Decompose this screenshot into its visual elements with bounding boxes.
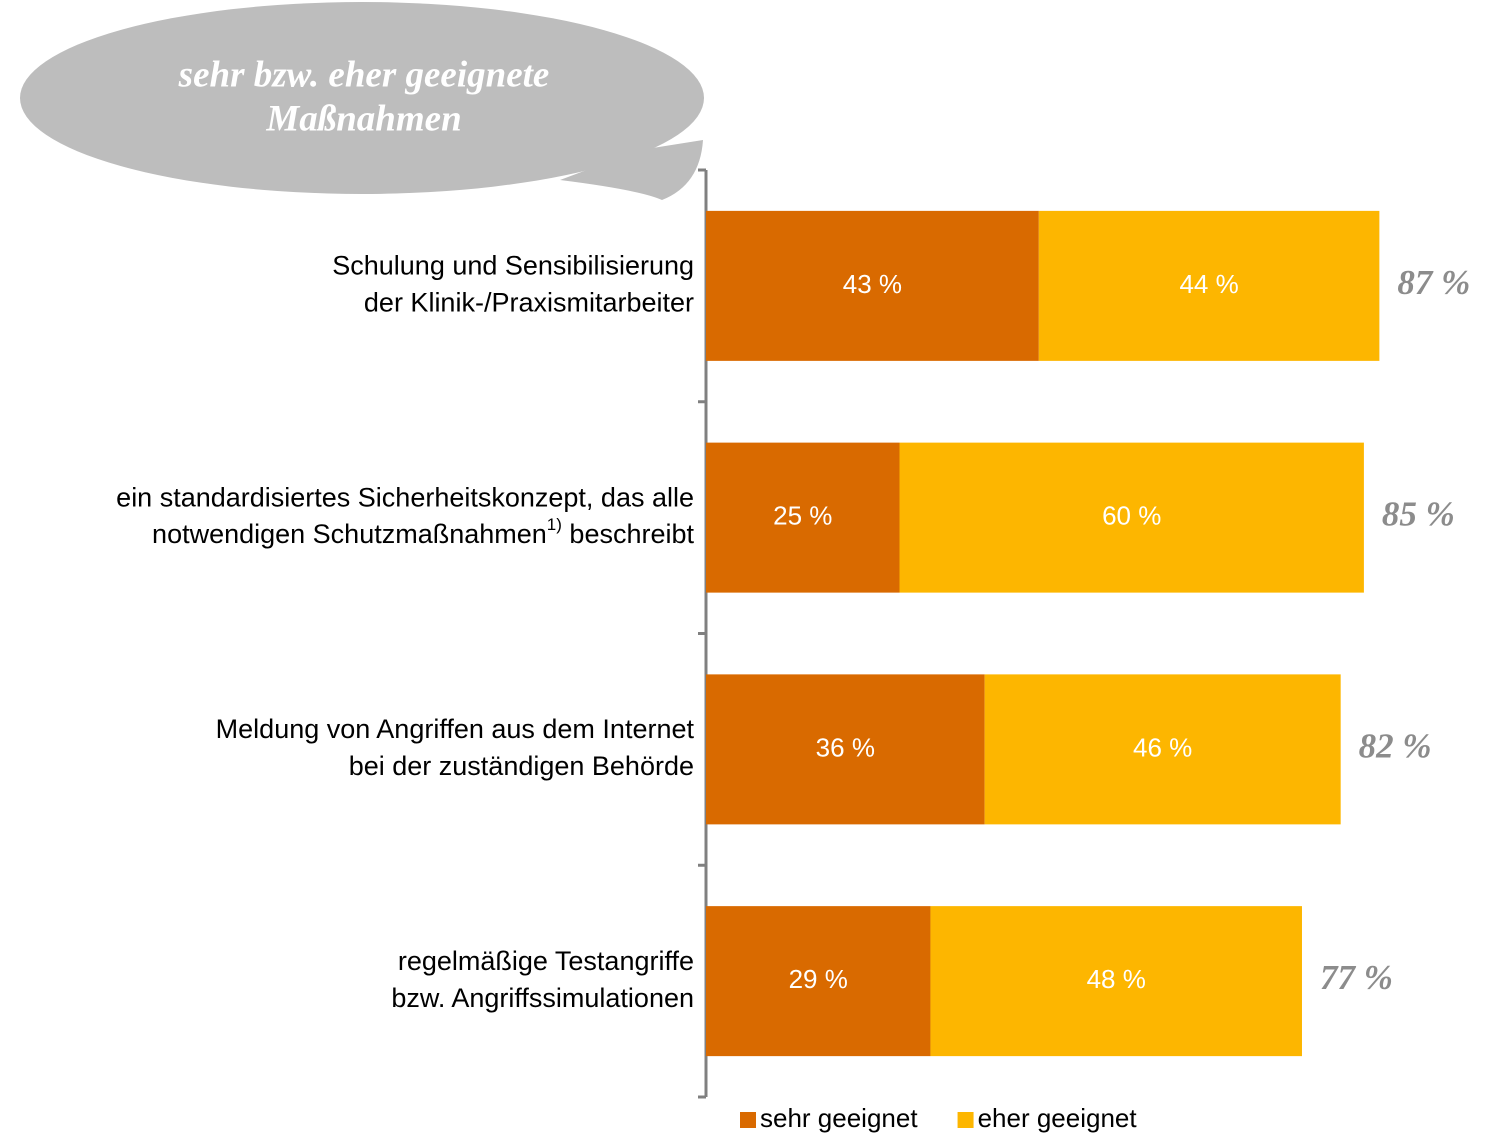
chart-title: sehr bzw. eher geeignete bbox=[178, 54, 550, 95]
category-label: notwendigen Schutzmaßnahmen1) beschreibt bbox=[152, 516, 694, 550]
bar-segment bbox=[706, 210, 1039, 361]
label-text: notwendigen Schutzmaßnahmen bbox=[152, 519, 547, 549]
total-label: 77 % bbox=[1320, 958, 1393, 997]
bar-value-label: 46 % bbox=[1133, 732, 1192, 762]
category-label: Meldung von Angriffen aus dem Internet bbox=[216, 714, 695, 744]
category-label: bei der zuständigen Behörde bbox=[349, 751, 694, 781]
category-label: Schulung und Sensibilisierung bbox=[332, 251, 694, 281]
category-label: der Klinik-/Praxismitarbeiter bbox=[364, 288, 694, 318]
title-bubble bbox=[20, 2, 704, 200]
bar-segment bbox=[899, 442, 1364, 593]
bar-value-label: 44 % bbox=[1179, 269, 1238, 299]
legend-label: sehr geeignet bbox=[760, 1103, 918, 1133]
bubble-tail bbox=[560, 140, 703, 200]
category-label: regelmäßige Testangriffe bbox=[398, 946, 694, 976]
bar-segment bbox=[930, 906, 1302, 1057]
total-label: 82 % bbox=[1359, 726, 1432, 765]
bar-value-label: 29 % bbox=[789, 964, 848, 994]
bubble bbox=[20, 2, 704, 194]
legend-label: eher geeignet bbox=[978, 1103, 1138, 1133]
bar-segment bbox=[706, 906, 931, 1057]
legend-swatch bbox=[957, 1112, 974, 1128]
bar-segment bbox=[984, 674, 1341, 825]
bar-segment bbox=[1038, 210, 1380, 361]
bar-value-label: 60 % bbox=[1102, 501, 1161, 531]
bar-value-label: 43 % bbox=[843, 269, 902, 299]
category-label: bzw. Angriffssimulationen bbox=[391, 983, 694, 1013]
bar-value-label: 25 % bbox=[773, 501, 832, 531]
bar-value-label: 48 % bbox=[1087, 964, 1146, 994]
total-label: 85 % bbox=[1382, 495, 1455, 534]
chart-title: Maßnahmen bbox=[265, 98, 461, 139]
bar-value-label: 36 % bbox=[816, 732, 875, 762]
footnote-mark: 1) bbox=[547, 516, 562, 535]
category-label: ein standardisiertes Sicherheitskonzept,… bbox=[116, 482, 694, 512]
bar-segment bbox=[706, 442, 900, 593]
legend-swatch bbox=[740, 1112, 756, 1128]
bar-segment bbox=[706, 674, 985, 825]
label-text: beschreibt bbox=[562, 519, 695, 549]
total-label: 87 % bbox=[1397, 263, 1470, 302]
